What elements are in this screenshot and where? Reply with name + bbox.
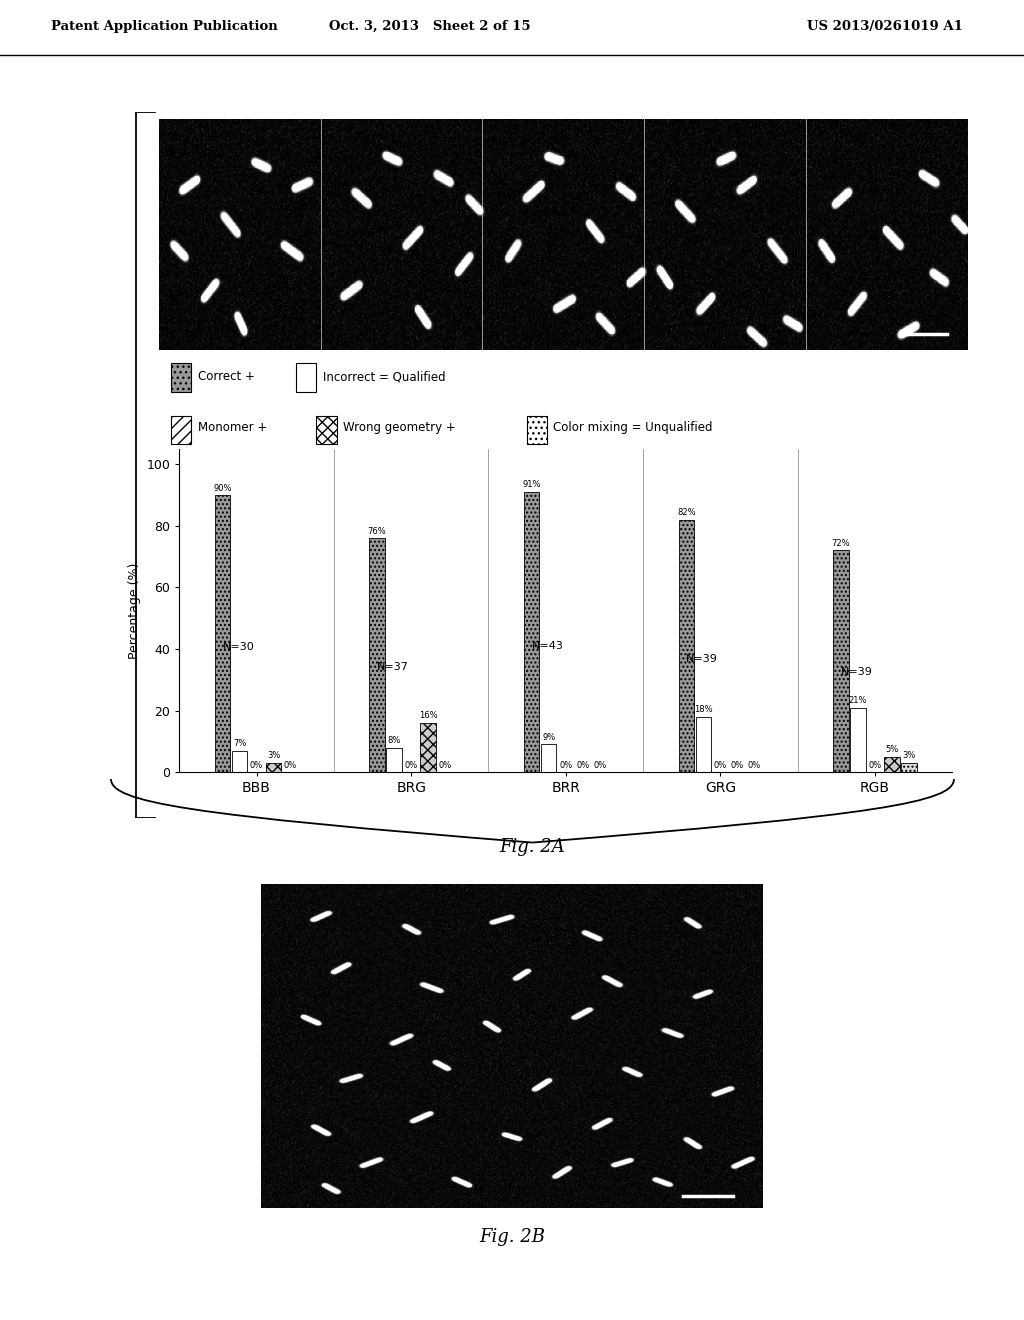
Text: 0%: 0%: [593, 760, 606, 770]
Bar: [850, 708, 865, 772]
Text: 16%: 16%: [419, 711, 437, 721]
Bar: [171, 416, 191, 444]
Bar: [370, 539, 385, 772]
Text: 0%: 0%: [438, 760, 452, 770]
Text: 0%: 0%: [250, 760, 263, 770]
Bar: [171, 363, 191, 392]
Text: Fig. 2A: Fig. 2A: [500, 838, 565, 857]
Text: 0%: 0%: [748, 760, 761, 770]
Text: 3%: 3%: [902, 751, 915, 760]
Text: Monomer +: Monomer +: [198, 421, 270, 434]
Text: 18%: 18%: [694, 705, 713, 714]
Text: 0%: 0%: [714, 760, 727, 770]
Text: Fig. 2B: Fig. 2B: [479, 1229, 545, 1246]
Text: 76%: 76%: [368, 527, 386, 536]
Text: 7%: 7%: [232, 739, 246, 748]
Bar: [266, 763, 282, 772]
Text: 90%: 90%: [213, 483, 231, 492]
Text: 0%: 0%: [731, 760, 744, 770]
Bar: [901, 763, 916, 772]
Bar: [695, 717, 711, 772]
Text: 0%: 0%: [404, 760, 418, 770]
Text: Patent Application Publication: Patent Application Publication: [51, 20, 278, 33]
Bar: [296, 363, 316, 392]
Text: N=37: N=37: [377, 661, 409, 672]
Text: Incorrect = Qualified: Incorrect = Qualified: [323, 370, 445, 383]
Text: Wrong geometry +: Wrong geometry +: [343, 421, 460, 434]
Bar: [524, 492, 540, 772]
Text: N=39: N=39: [841, 668, 872, 677]
Text: 8%: 8%: [387, 737, 400, 744]
Text: N=43: N=43: [531, 642, 563, 651]
Bar: [386, 747, 401, 772]
Text: 9%: 9%: [542, 733, 555, 742]
Bar: [231, 751, 247, 772]
Text: 0%: 0%: [559, 760, 572, 770]
Bar: [885, 756, 900, 772]
Y-axis label: Percentage (%): Percentage (%): [128, 562, 140, 659]
Text: N=30: N=30: [222, 643, 254, 652]
Bar: [834, 550, 849, 772]
Text: US 2013/0261019 A1: US 2013/0261019 A1: [807, 20, 963, 33]
Text: 72%: 72%: [831, 539, 850, 548]
Text: Color mixing = Unqualified: Color mixing = Unqualified: [554, 421, 713, 434]
Bar: [541, 744, 556, 772]
Bar: [526, 416, 547, 444]
Text: 5%: 5%: [886, 746, 899, 754]
Text: 0%: 0%: [868, 760, 882, 770]
Text: 0%: 0%: [284, 760, 297, 770]
Text: 91%: 91%: [522, 480, 541, 490]
Text: 21%: 21%: [849, 696, 867, 705]
Bar: [215, 495, 230, 772]
Text: 3%: 3%: [267, 751, 281, 760]
Bar: [679, 520, 694, 772]
Text: N=39: N=39: [686, 653, 718, 664]
Text: 0%: 0%: [577, 760, 590, 770]
Text: Correct +: Correct +: [198, 370, 258, 383]
Bar: [316, 416, 337, 444]
Text: 82%: 82%: [677, 508, 695, 517]
Bar: [421, 723, 436, 772]
Text: Oct. 3, 2013   Sheet 2 of 15: Oct. 3, 2013 Sheet 2 of 15: [330, 20, 530, 33]
